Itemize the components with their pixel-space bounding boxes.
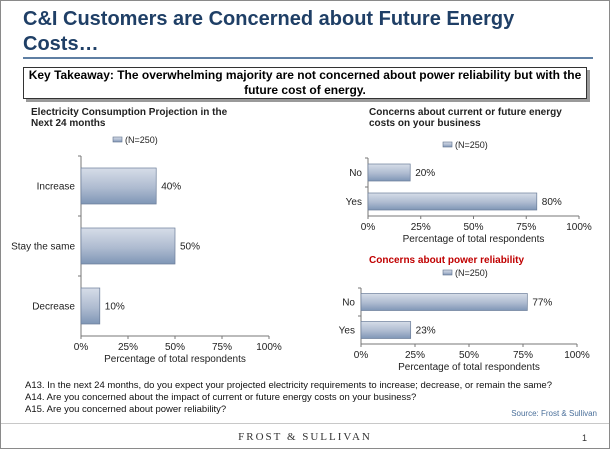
x-tick-label: 100% xyxy=(564,350,590,361)
x-tick-label: 75% xyxy=(212,342,232,353)
chart-consumption-projection: Electricity Consumption Projection in th… xyxy=(1,101,301,376)
bar xyxy=(367,192,538,211)
x-tick-label: 25% xyxy=(118,342,138,353)
key-takeaway-text: Key Takeaway: The overwhelming majority … xyxy=(28,68,582,97)
data-label: 10% xyxy=(105,302,125,313)
x-tick-label: 50% xyxy=(463,222,483,233)
category-label: No xyxy=(342,298,355,309)
x-tick-label: 25% xyxy=(411,222,431,233)
category-label: Yes xyxy=(346,197,362,208)
footnotes: A13. In the next 24 months, do you expec… xyxy=(25,380,600,416)
chart-title: Concerns about power reliability xyxy=(369,255,524,266)
x-tick-label: 100% xyxy=(256,342,282,353)
chart-title: Electricity Consumption Projection in th… xyxy=(31,107,228,129)
legend-swatch xyxy=(442,269,453,276)
chart-energy-cost-concern: Concerns about current or future energy c… xyxy=(301,101,606,251)
chart-title: Concerns about current or future energy c… xyxy=(369,107,562,129)
footnote-a13: A13. In the next 24 months, do you expec… xyxy=(25,380,552,391)
footnote-a15: A15. Are you concerned about power relia… xyxy=(25,404,227,415)
category-label: No xyxy=(349,168,362,179)
x-tick-label: 50% xyxy=(459,350,479,361)
legend-swatch xyxy=(112,136,123,143)
category-label: Decrease xyxy=(32,302,75,313)
legend-swatch xyxy=(442,141,453,148)
legend-label: (N=250) xyxy=(455,268,488,278)
category-label: Increase xyxy=(37,182,76,193)
x-axis-title: Percentage of total respondents xyxy=(104,354,246,365)
x-tick-label: 100% xyxy=(566,222,592,233)
data-label: 50% xyxy=(180,242,200,253)
source-note: Source: Frost & Sullivan xyxy=(511,409,597,418)
x-axis-title: Percentage of total respondents xyxy=(398,362,540,373)
x-tick-label: 50% xyxy=(165,342,185,353)
x-tick-label: 25% xyxy=(405,350,425,361)
x-tick-label: 0% xyxy=(74,342,89,353)
data-label: 23% xyxy=(416,326,436,337)
footer-divider xyxy=(1,423,609,424)
x-tick-label: 75% xyxy=(516,222,536,233)
brand-logo: FROST & SULLIVAN xyxy=(238,431,372,443)
data-label: 40% xyxy=(161,182,181,193)
slide-title: C&I Customers are Concerned about Future… xyxy=(23,8,515,55)
bar xyxy=(80,167,157,205)
category-label: Stay the same xyxy=(11,242,75,253)
bar xyxy=(80,287,101,325)
bar xyxy=(360,293,528,311)
legend-label: (N=250) xyxy=(125,135,158,145)
data-label: 77% xyxy=(532,298,552,309)
x-tick-label: 0% xyxy=(361,222,376,233)
x-tick-label: 0% xyxy=(354,350,369,361)
data-label: 80% xyxy=(542,197,562,208)
footnote-a14: A14. Are you concerned about the impact … xyxy=(25,392,417,403)
title-divider xyxy=(23,57,593,59)
data-label: 20% xyxy=(415,168,435,179)
category-label: Yes xyxy=(339,326,355,337)
bar xyxy=(367,163,411,182)
key-takeaway-box: Key Takeaway: The overwhelming majority … xyxy=(23,67,587,99)
legend-label: (N=250) xyxy=(455,140,488,150)
bar xyxy=(360,321,412,339)
x-tick-label: 75% xyxy=(513,350,533,361)
chart-power-reliability: Concerns about power reliability (N=250) 0… xyxy=(301,251,606,376)
bar xyxy=(80,227,176,265)
page-number: 1 xyxy=(581,433,587,443)
x-axis-title: Percentage of total respondents xyxy=(403,234,545,245)
